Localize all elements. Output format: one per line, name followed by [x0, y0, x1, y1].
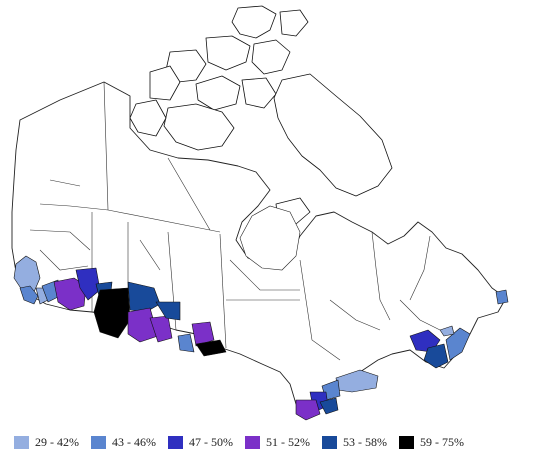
- legend-item: 51 - 52%: [245, 435, 310, 450]
- legend-swatch: [14, 435, 29, 449]
- region-bc-island: [19, 285, 39, 305]
- legend-swatch: [245, 435, 260, 449]
- hudson-bay: [239, 205, 301, 271]
- region-bc-coast: [13, 255, 41, 293]
- region-ns: [445, 327, 471, 361]
- region-sk-south: [149, 315, 173, 343]
- region-sk-east: [155, 301, 181, 321]
- legend: 29 - 42% 43 - 46% 47 - 50% 51 - 52% 53 -…: [0, 430, 550, 454]
- legend-swatch: [322, 435, 337, 449]
- legend-item: 29 - 42%: [14, 435, 79, 450]
- region-sk-north: [127, 281, 161, 313]
- legend-label: 43 - 46%: [112, 434, 156, 449]
- arctic-island: [205, 35, 251, 71]
- arctic-island: [241, 77, 277, 109]
- legend-item: 43 - 46%: [91, 435, 156, 450]
- region-mb-2: [191, 321, 215, 347]
- region-on-sw: [295, 399, 321, 421]
- region-nb: [423, 343, 449, 369]
- region-bc-kootenay: [75, 267, 101, 301]
- baffin-island: [273, 73, 393, 197]
- arctic-island: [149, 65, 181, 101]
- banks-island: [129, 99, 167, 137]
- legend-swatch: [168, 435, 183, 449]
- canada-map: [11, 5, 509, 421]
- region-pei: [439, 325, 455, 337]
- region-bc-interior: [53, 277, 87, 311]
- region-sk-central: [127, 307, 159, 343]
- victoria-island: [163, 103, 235, 151]
- legend-item: 59 - 75%: [399, 435, 464, 450]
- arctic-island: [231, 5, 277, 39]
- arctic-island: [195, 75, 241, 111]
- region-mb-3: [195, 339, 227, 357]
- arctic-island: [251, 39, 291, 75]
- legend-label: 51 - 52%: [266, 434, 310, 449]
- legend-item: 47 - 50%: [168, 435, 233, 450]
- legend-label: 29 - 42%: [35, 434, 79, 449]
- legend-label: 59 - 75%: [420, 434, 464, 449]
- region-on-niagara: [319, 397, 339, 415]
- legend-swatch: [399, 435, 414, 449]
- region-nl: [495, 289, 509, 305]
- arctic-island: [279, 9, 309, 37]
- region-mb-1: [177, 333, 195, 353]
- legend-item: 53 - 58%: [322, 435, 387, 450]
- legend-swatch: [91, 435, 106, 449]
- region-ab-central: [93, 287, 131, 339]
- legend-label: 47 - 50%: [189, 434, 233, 449]
- legend-label: 53 - 58%: [343, 434, 387, 449]
